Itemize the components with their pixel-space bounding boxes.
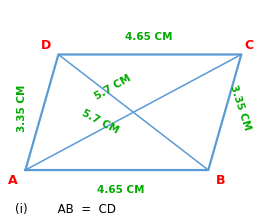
Text: 5.7 CM: 5.7 CM [93,73,133,102]
Text: 5.7 CM: 5.7 CM [80,108,120,136]
Text: D: D [41,39,51,52]
Text: 4.65 CM: 4.65 CM [125,32,172,42]
Text: B: B [216,174,226,187]
Text: C: C [244,39,253,52]
Text: 3.35 CM: 3.35 CM [228,84,252,132]
Text: (i)        AB  =  CD: (i) AB = CD [15,203,116,216]
Text: A: A [8,174,18,187]
Text: 3.35 CM: 3.35 CM [17,84,27,132]
Text: 4.65 CM: 4.65 CM [97,185,145,195]
